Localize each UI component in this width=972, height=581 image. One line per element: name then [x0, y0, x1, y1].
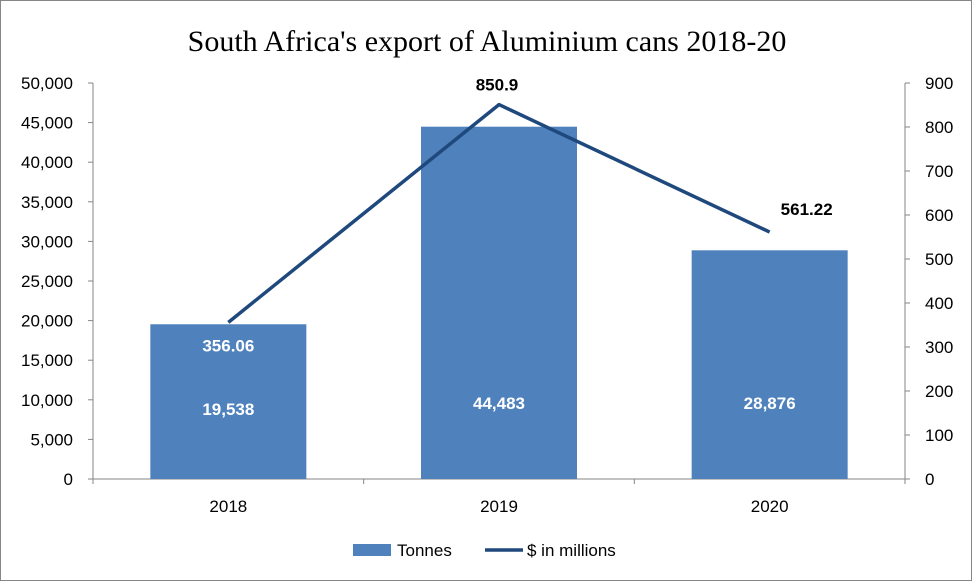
- x-tick-label: 2019: [480, 497, 518, 516]
- left-tick-label: 45,000: [21, 114, 73, 133]
- chart-title: South Africa's export of Aluminium cans …: [188, 25, 787, 58]
- right-tick-label: 200: [925, 382, 953, 401]
- right-tick-label: 700: [925, 162, 953, 181]
- bar: [691, 250, 848, 479]
- left-tick-label: 50,000: [21, 74, 73, 93]
- legend-swatch-tonnes: [353, 544, 391, 556]
- right-tick-label: 800: [925, 118, 953, 137]
- bar-data-label: 19,538: [202, 400, 254, 419]
- left-axis: 0 5,000 10,000 15,000 20,000 25,000 30,000 35,0…: [21, 74, 94, 489]
- bar: [150, 324, 307, 479]
- left-tick-label: 20,000: [21, 312, 73, 331]
- right-tick-label: 300: [925, 338, 953, 357]
- left-tick-label: 0: [64, 470, 73, 489]
- right-tick-label: 600: [925, 206, 953, 225]
- right-tick-label: 400: [925, 294, 953, 313]
- left-tick-label: 5,000: [30, 430, 73, 449]
- line-data-label: 850.9: [476, 76, 519, 95]
- legend: Tonnes $ in millions: [353, 541, 616, 560]
- left-tick-label: 25,000: [21, 272, 73, 291]
- series-line: [227, 102, 771, 324]
- right-tick-label: 500: [925, 250, 953, 269]
- line-data-label: 356.06: [202, 336, 254, 355]
- legend-label-usd: $ in millions: [527, 541, 616, 560]
- right-tick-label: 900: [925, 74, 953, 93]
- bar-data-label: 28,876: [744, 394, 796, 413]
- x-tick-label: 2018: [209, 497, 247, 516]
- x-tick-label: 2020: [751, 497, 789, 516]
- legend-label-tonnes: Tonnes: [397, 541, 452, 560]
- left-tick-label: 40,000: [21, 153, 73, 172]
- right-tick-label: 100: [925, 426, 953, 445]
- line-series: 356.06 850.9 561.22: [202, 76, 832, 356]
- right-tick-label: 0: [925, 470, 934, 489]
- right-axis: 0 100 200 300 400 500 600 700 800 900: [904, 74, 953, 489]
- bar: [421, 126, 577, 479]
- x-axis: 2018 2019 2020: [92, 478, 906, 516]
- left-tick-label: 10,000: [21, 391, 73, 410]
- bar-series: 19,538 44,483 28,876: [150, 126, 848, 479]
- bar-data-label: 44,483: [473, 394, 525, 413]
- left-tick-label: 35,000: [21, 193, 73, 212]
- left-tick-label: 30,000: [21, 232, 73, 251]
- left-tick-label: 15,000: [21, 351, 73, 370]
- line-data-label: 561.22: [781, 200, 833, 219]
